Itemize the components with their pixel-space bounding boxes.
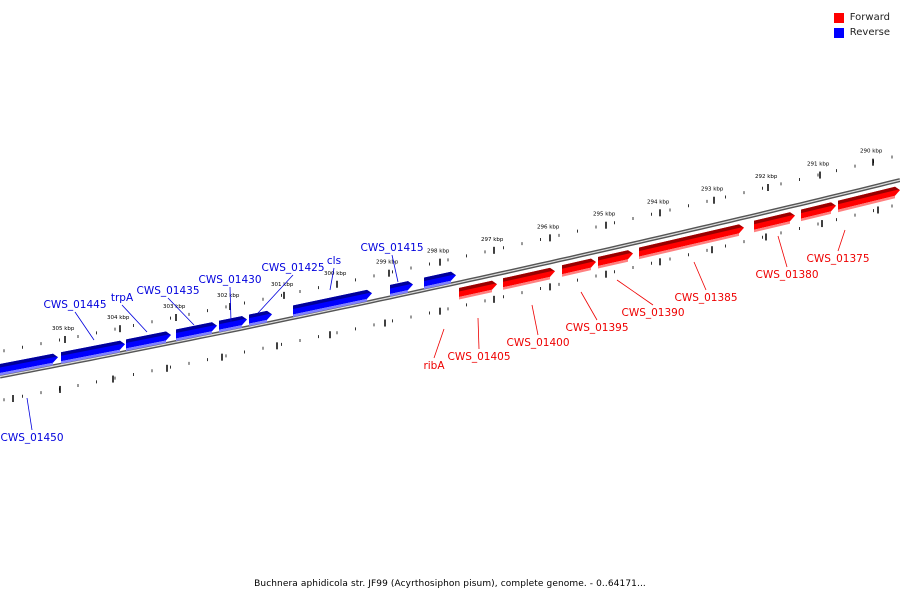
gene-arrow-shade (801, 202, 836, 214)
gene-leader-line (616, 279, 654, 306)
backbone-inner (0, 179, 900, 378)
scale-tick-label: 300 kbp (324, 271, 347, 277)
gene-label: CWS_01405 (447, 351, 510, 363)
scale-tick-label: 296 kbp (537, 224, 560, 230)
scale-tick-label: 293 kbp (701, 187, 724, 193)
gene-arrow-edge (639, 233, 739, 260)
gene-leader-line (837, 229, 846, 252)
gene-arrow-edge (503, 276, 550, 290)
scale-tick-label: 297 kbp (481, 237, 504, 243)
gene-arrow-shade (176, 322, 217, 333)
gene-arrow-shade (61, 340, 125, 356)
scale-tick-label: 299 kbp (376, 260, 399, 266)
gene-arrow-shade (459, 280, 497, 292)
scale-tick-label: 294 kbp (647, 199, 670, 205)
gene-arrow-shade (249, 310, 272, 319)
gene-arrow-edge (801, 211, 831, 222)
gene-arrow-edge (219, 325, 242, 333)
gene-arrow-shade (503, 267, 555, 282)
gene-label: CWS_01430 (198, 274, 261, 286)
gene-arrow-edge (293, 298, 367, 317)
gene-arrow-shade (126, 331, 171, 343)
gene-arrow-edge (459, 289, 492, 300)
gene-label: CWS_01375 (806, 253, 869, 265)
gene-label: ribA (423, 360, 445, 372)
forward-swatch (833, 12, 844, 23)
scale-tick-label: 298 kbp (427, 249, 450, 255)
gene-label: cls (327, 255, 341, 267)
gene-leader-line (391, 254, 399, 283)
gene-arrow-edge (598, 259, 628, 269)
gene-arrow-edge (249, 319, 267, 327)
gene-arrow-shade (754, 212, 795, 225)
gene-arrow-shade (838, 186, 900, 205)
gene-label: CWS_01400 (506, 337, 569, 349)
gene-arrow-edge (0, 362, 53, 376)
gene-arrow-edge (562, 267, 591, 277)
gene-arrow-edge (838, 195, 895, 213)
gene-arrow-shade (639, 224, 744, 252)
scale-tick-label: 292 kbp (755, 174, 778, 180)
scale-tick-label: 291 kbp (807, 162, 830, 168)
gene-leader-line (257, 274, 294, 314)
gene-label: CWS_01385 (674, 292, 737, 304)
gene-leader-line (777, 235, 788, 268)
gene-arrow-shade (0, 353, 58, 368)
gene-label: CWS_01380 (755, 269, 818, 281)
gene-label: CWS_01395 (565, 322, 628, 334)
gene-leader-line (693, 261, 707, 291)
gene-arrow-edge (61, 349, 120, 364)
gene-arrow-shade (219, 316, 247, 325)
gene-label: CWS_01450 (0, 432, 63, 444)
gene-leader-line (433, 328, 445, 359)
scale-tick-label: 302 kbp (217, 293, 240, 299)
gene-leader-line (531, 304, 539, 336)
legend: Forward Reverse (833, 10, 890, 40)
gene-leader-line (167, 297, 195, 326)
gene-leader-line (74, 311, 95, 341)
scale-tick-label: 295 kbp (593, 212, 616, 218)
gene-arrow-edge (126, 340, 166, 351)
legend-reverse-label: Reverse (849, 27, 890, 38)
gene-label: trpA (111, 292, 134, 304)
gene-arrow-edge (390, 290, 408, 297)
gene-label: CWS_01445 (43, 299, 106, 311)
gene-label: CWS_01415 (360, 242, 423, 254)
reverse-swatch (833, 27, 844, 38)
legend-forward-label: Forward (849, 12, 890, 23)
scale-tick-label: 290 kbp (860, 149, 883, 155)
gene-label: CWS_01425 (261, 262, 324, 274)
gene-leader-line (229, 286, 232, 323)
gene-leader-line (580, 291, 598, 321)
gene-label: CWS_01435 (136, 285, 199, 297)
scale-tick-label: 303 kbp (163, 304, 186, 310)
gene-leader-line (477, 317, 480, 350)
gene-arrow-shade (293, 289, 372, 309)
gene-arrow-shade (390, 281, 413, 289)
figure-caption: Buchnera aphidicola str. JF99 (Acyrthosi… (254, 579, 646, 589)
gene-leader-line (329, 267, 335, 291)
gene-label: CWS_01390 (621, 307, 684, 319)
gene-arrow-edge (424, 280, 451, 290)
gene-arrow-shade (562, 258, 596, 269)
gene-arrow-edge (754, 221, 790, 233)
legend-forward: Forward (833, 10, 890, 25)
gene-arrow-edge (176, 331, 212, 341)
gene-arrow-shade (598, 250, 633, 261)
gene-leader-line (26, 397, 33, 431)
scale-tick-label: 301 kbp (271, 282, 294, 288)
scale-tick-label: 304 kbp (107, 315, 130, 321)
legend-reverse: Reverse (833, 25, 890, 40)
gene-arrow-shade (424, 271, 456, 282)
scale-tick-label: 305 kbp (52, 326, 75, 332)
gene-leader-line (121, 304, 148, 333)
